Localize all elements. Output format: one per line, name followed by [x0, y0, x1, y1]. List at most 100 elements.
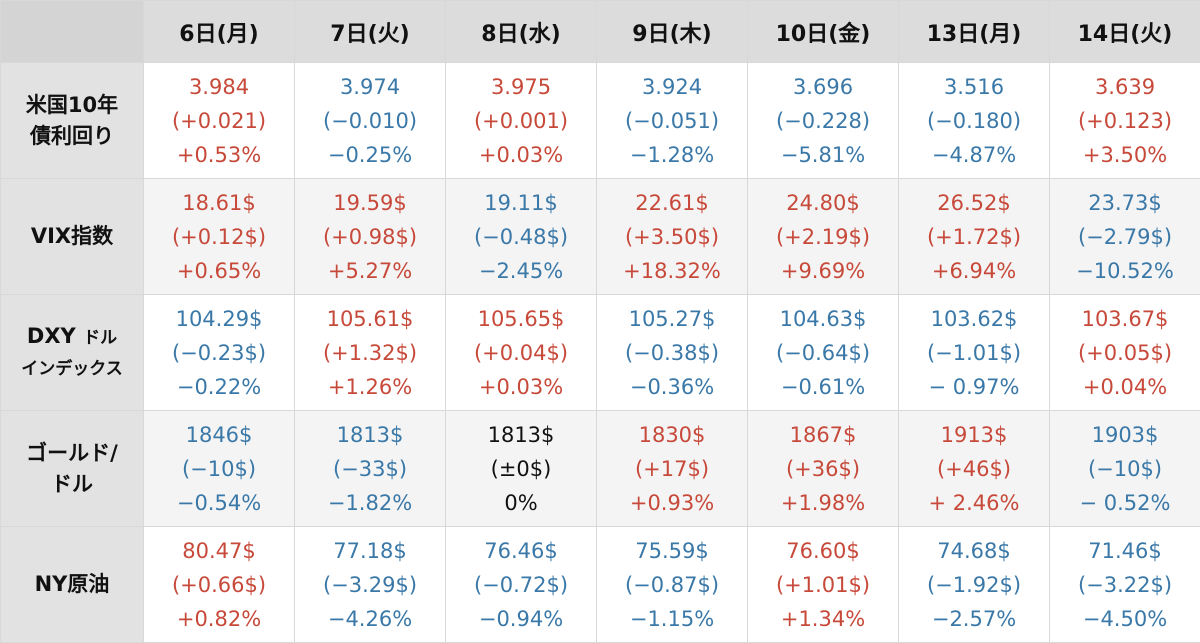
row-label-line: NY原油 — [1, 569, 143, 600]
cell-value: 76.46$ — [446, 534, 596, 568]
cell-percent: −0.61% — [748, 370, 898, 404]
cell-change: (−0.38$) — [597, 336, 747, 370]
cell-change: (−0.228) — [748, 104, 898, 138]
data-cell: 1913$(+46$)+ 2.46% — [899, 411, 1050, 527]
cell-value: 71.46$ — [1050, 534, 1200, 568]
cell-change: (+0.66$) — [144, 568, 294, 602]
cell-change: (−3.29$) — [295, 568, 445, 602]
cell-change: (−0.051) — [597, 104, 747, 138]
data-cell: 103.62$(−1.01$)− 0.97% — [899, 295, 1050, 411]
data-cell: 103.67$(+0.05$)+0.04% — [1050, 295, 1200, 411]
data-cell: 71.46$(−3.22$)−4.50% — [1050, 527, 1200, 643]
cell-percent: −0.25% — [295, 138, 445, 172]
table-row: DXY ドル インデックス 104.29$(−0.23$)−0.22% 105.… — [1, 295, 1200, 411]
data-cell: 76.60$(+1.01$)+1.34% — [748, 527, 899, 643]
data-cell: 105.65$(+0.04$)+0.03% — [446, 295, 597, 411]
data-cell: 3.516(−0.180)−4.87% — [899, 63, 1050, 179]
cell-value: 75.59$ — [597, 534, 747, 568]
cell-percent: +1.34% — [748, 602, 898, 636]
cell-value: 104.63$ — [748, 302, 898, 336]
cell-change: (−0.72$) — [446, 568, 596, 602]
data-cell: 80.47$(+0.66$)+0.82% — [144, 527, 295, 643]
cell-percent: −4.50% — [1050, 602, 1200, 636]
cell-change: (+0.05$) — [1050, 336, 1200, 370]
row-label-line: VIX指数 — [1, 221, 143, 252]
cell-change: (−10$) — [144, 452, 294, 486]
data-cell: 105.27$(−0.38$)−0.36% — [597, 295, 748, 411]
cell-change: (±0$) — [446, 452, 596, 486]
cell-value: 3.975 — [446, 70, 596, 104]
cell-value: 104.29$ — [144, 302, 294, 336]
cell-percent: −4.87% — [899, 138, 1049, 172]
data-cell: 1846$(−10$)−0.54% — [144, 411, 295, 527]
row-label-line: DXY ドル — [1, 321, 143, 354]
day-header: 9日(木) — [597, 1, 748, 63]
cell-change: (+0.98$) — [295, 220, 445, 254]
cell-value: 24.80$ — [748, 186, 898, 220]
cell-change: (+0.001) — [446, 104, 596, 138]
table-row: NY原油 80.47$(+0.66$)+0.82% 77.18$(−3.29$)… — [1, 527, 1200, 643]
cell-percent: +0.03% — [446, 138, 596, 172]
cell-change: (−0.87$) — [597, 568, 747, 602]
cell-value: 19.11$ — [446, 186, 596, 220]
cell-change: (−1.01$) — [899, 336, 1049, 370]
cell-value: 19.59$ — [295, 186, 445, 220]
cell-percent: −0.22% — [144, 370, 294, 404]
corner-cell — [1, 1, 144, 63]
row-label-line: インデックス — [1, 354, 143, 385]
table-row: ゴールド/ ドル 1846$(−10$)−0.54% 1813$(−33$)−1… — [1, 411, 1200, 527]
data-cell: 19.11$(−0.48$)−2.45% — [446, 179, 597, 295]
cell-percent: −2.57% — [899, 602, 1049, 636]
cell-change: (−33$) — [295, 452, 445, 486]
cell-percent: +5.27% — [295, 254, 445, 288]
row-label: VIX指数 — [1, 179, 144, 295]
cell-change: (−2.79$) — [1050, 220, 1200, 254]
cell-value: 80.47$ — [144, 534, 294, 568]
row-label-line: 米国10年 — [1, 90, 143, 121]
data-cell: 24.80$(+2.19$)+9.69% — [748, 179, 899, 295]
cell-percent: −1.82% — [295, 486, 445, 520]
cell-change: (+17$) — [597, 452, 747, 486]
cell-value: 1867$ — [748, 418, 898, 452]
data-cell: 3.984(+0.021)+0.53% — [144, 63, 295, 179]
data-cell: 77.18$(−3.29$)−4.26% — [295, 527, 446, 643]
cell-change: (+0.123) — [1050, 104, 1200, 138]
cell-percent: +0.82% — [144, 602, 294, 636]
cell-value: 3.974 — [295, 70, 445, 104]
cell-change: (−3.22$) — [1050, 568, 1200, 602]
day-header: 14日(火) — [1050, 1, 1200, 63]
cell-change: (−0.48$) — [446, 220, 596, 254]
cell-percent: +1.98% — [748, 486, 898, 520]
data-cell: 3.696(−0.228)−5.81% — [748, 63, 899, 179]
row-label-line: 債利回り — [1, 121, 143, 152]
data-cell: 3.639(+0.123)+3.50% — [1050, 63, 1200, 179]
cell-value: 1830$ — [597, 418, 747, 452]
table-row: 米国10年 債利回り 3.984(+0.021)+0.53% 3.974(−0.… — [1, 63, 1200, 179]
data-cell: 3.975(+0.001)+0.03% — [446, 63, 597, 179]
cell-change: (+1.01$) — [748, 568, 898, 602]
data-cell: 22.61$(+3.50$)+18.32% — [597, 179, 748, 295]
cell-change: (−1.92$) — [899, 568, 1049, 602]
cell-percent: −4.26% — [295, 602, 445, 636]
cell-change: (+3.50$) — [597, 220, 747, 254]
cell-change: (−0.010) — [295, 104, 445, 138]
data-cell: 1903$(−10$)− 0.52% — [1050, 411, 1200, 527]
row-label-small: ドル — [83, 328, 117, 348]
header-row: 6日(月) 7日(火) 8日(水) 9日(木) 10日(金) 13日(月) 14… — [1, 1, 1200, 63]
row-label-line: ゴールド/ — [1, 438, 143, 469]
cell-percent: +0.65% — [144, 254, 294, 288]
cell-change: (+0.12$) — [144, 220, 294, 254]
cell-percent: − 0.97% — [899, 370, 1049, 404]
data-cell: 18.61$(+0.12$)+0.65% — [144, 179, 295, 295]
cell-change: (+1.32$) — [295, 336, 445, 370]
cell-percent: −0.54% — [144, 486, 294, 520]
day-header: 13日(月) — [899, 1, 1050, 63]
data-cell: 76.46$(−0.72$)−0.94% — [446, 527, 597, 643]
cell-percent: +18.32% — [597, 254, 747, 288]
cell-change: (+0.021) — [144, 104, 294, 138]
row-label: DXY ドル インデックス — [1, 295, 144, 411]
cell-value: 3.639 — [1050, 70, 1200, 104]
cell-change: (+1.72$) — [899, 220, 1049, 254]
cell-change: (+2.19$) — [748, 220, 898, 254]
